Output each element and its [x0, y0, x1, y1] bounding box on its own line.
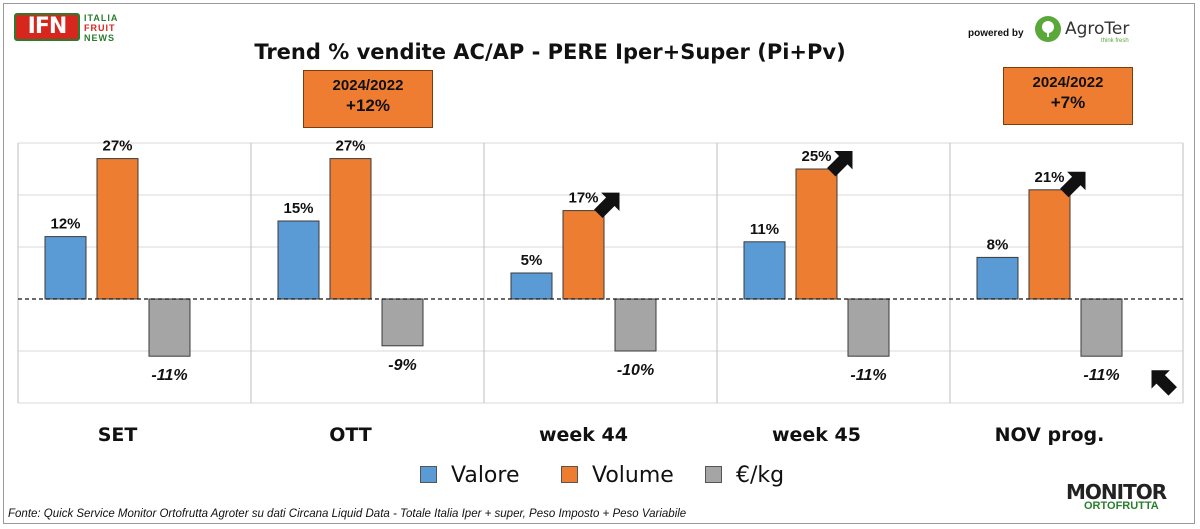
data-label-valore-week-44: 5% [521, 252, 543, 269]
data-label-eur-kg-week-45: -11% [850, 367, 886, 384]
bar-eur-kg-ott [381, 298, 424, 347]
bar-valore-week-45 [743, 241, 786, 300]
data-label-eur-kg-nov-prog: -11% [1083, 367, 1119, 384]
monitor-logo-sub: ORTOFRUTTA [1084, 500, 1159, 512]
monitor-ortofrutta-logo: MONITOR ORTOFRUTTA [1066, 480, 1186, 520]
data-label-eur-kg-ott: -9% [388, 357, 416, 374]
data-label-volume-set: 27% [102, 138, 132, 155]
bar-valore-nov-prog [976, 256, 1019, 300]
data-label-eur-kg-week-44: -10% [617, 362, 654, 379]
legend-swatch-valore [420, 465, 437, 483]
ifn-logo-mark: IFN [14, 13, 80, 41]
data-label-valore-set: 12% [50, 216, 80, 233]
data-label-volume-ott: 27% [335, 138, 365, 155]
tree-icon [1035, 16, 1061, 42]
bar-volume-week-44 [562, 210, 605, 300]
annotation-arrow-icon [827, 151, 853, 177]
callout-nov-period: 2024/2022 [1032, 74, 1104, 91]
annotation-arrow-icon [1060, 171, 1086, 198]
data-label-valore-ott: 15% [283, 200, 313, 217]
agroter-logo: AgroTer think fresh [1035, 16, 1145, 48]
legend-label-eur-kg: €/kg [736, 463, 785, 488]
chart-title: Trend % vendite AC/AP - PERE Iper+Super … [254, 40, 846, 64]
callout-nov-value: +7% [1050, 93, 1086, 112]
bar-valore-set [44, 236, 87, 300]
bar-volume-week-45 [795, 168, 838, 300]
category-label-set: SET [98, 424, 138, 446]
callout-ott: 2024/2022 +12% [303, 70, 433, 128]
data-label-volume-week-44: 17% [568, 190, 598, 207]
bar-valore-ott [277, 220, 320, 300]
powered-by-label: powered by [968, 28, 1024, 39]
callout-nov: 2024/2022 +7% [1003, 67, 1133, 125]
legend-swatch-volume [561, 465, 578, 483]
category-label-week-45: week 45 [772, 424, 861, 446]
legend-item-eur-kg: €/kg [705, 463, 784, 488]
category-label-week-44: week 44 [539, 424, 628, 446]
agroter-tagline: think fresh [1101, 38, 1129, 44]
data-label-volume-week-45: 25% [801, 148, 831, 165]
ifn-logo-word-news: NEWS [84, 33, 115, 43]
monitor-logo-main: MONITOR [1066, 480, 1167, 504]
arrow-shape [1060, 171, 1086, 198]
category-label-nov-prog: NOV prog. [995, 424, 1105, 446]
data-label-valore-nov-prog: 8% [987, 236, 1009, 253]
bar-eur-kg-week-45 [847, 298, 890, 357]
legend-item-valore: Valore [420, 463, 520, 488]
annotation-arrow-icon [594, 192, 620, 219]
arrow-shape [594, 192, 620, 219]
category-label-ott: OTT [329, 424, 372, 446]
data-label-valore-week-45: 11% [750, 221, 779, 238]
ifn-logo: IFN ITALIA FRUIT NEWS [14, 13, 139, 45]
annotation-arrow-icon [1151, 370, 1177, 396]
bar-eur-kg-nov-prog [1080, 298, 1123, 357]
agroter-brand: AgroTer [1065, 19, 1130, 39]
arrow-shape [827, 151, 853, 177]
arrow-shape [1151, 370, 1177, 396]
legend-label-volume: Volume [592, 463, 674, 488]
bar-eur-kg-set [148, 298, 191, 357]
ifn-logo-word-fruit: FRUIT [84, 23, 116, 33]
data-label-eur-kg-set: -11% [151, 367, 187, 384]
bar-valore-week-44 [510, 272, 553, 300]
ifn-logo-word-italia: ITALIA [84, 13, 119, 23]
source-note: Fonte: Quick Service Monitor Ortofrutta … [8, 508, 687, 520]
chart-frame [3, 3, 1195, 524]
bar-volume-set [96, 158, 139, 300]
bar-eur-kg-week-44 [614, 298, 657, 352]
data-label-volume-nov-prog: 21% [1034, 169, 1064, 186]
callout-ott-value: +12% [346, 96, 390, 115]
bar-volume-ott [329, 158, 372, 300]
legend-label-valore: Valore [451, 463, 520, 488]
callout-ott-period: 2024/2022 [332, 77, 404, 94]
legend-swatch-eur-kg [705, 465, 722, 483]
legend-item-volume: Volume [561, 463, 674, 488]
bar-volume-nov-prog [1028, 189, 1071, 300]
